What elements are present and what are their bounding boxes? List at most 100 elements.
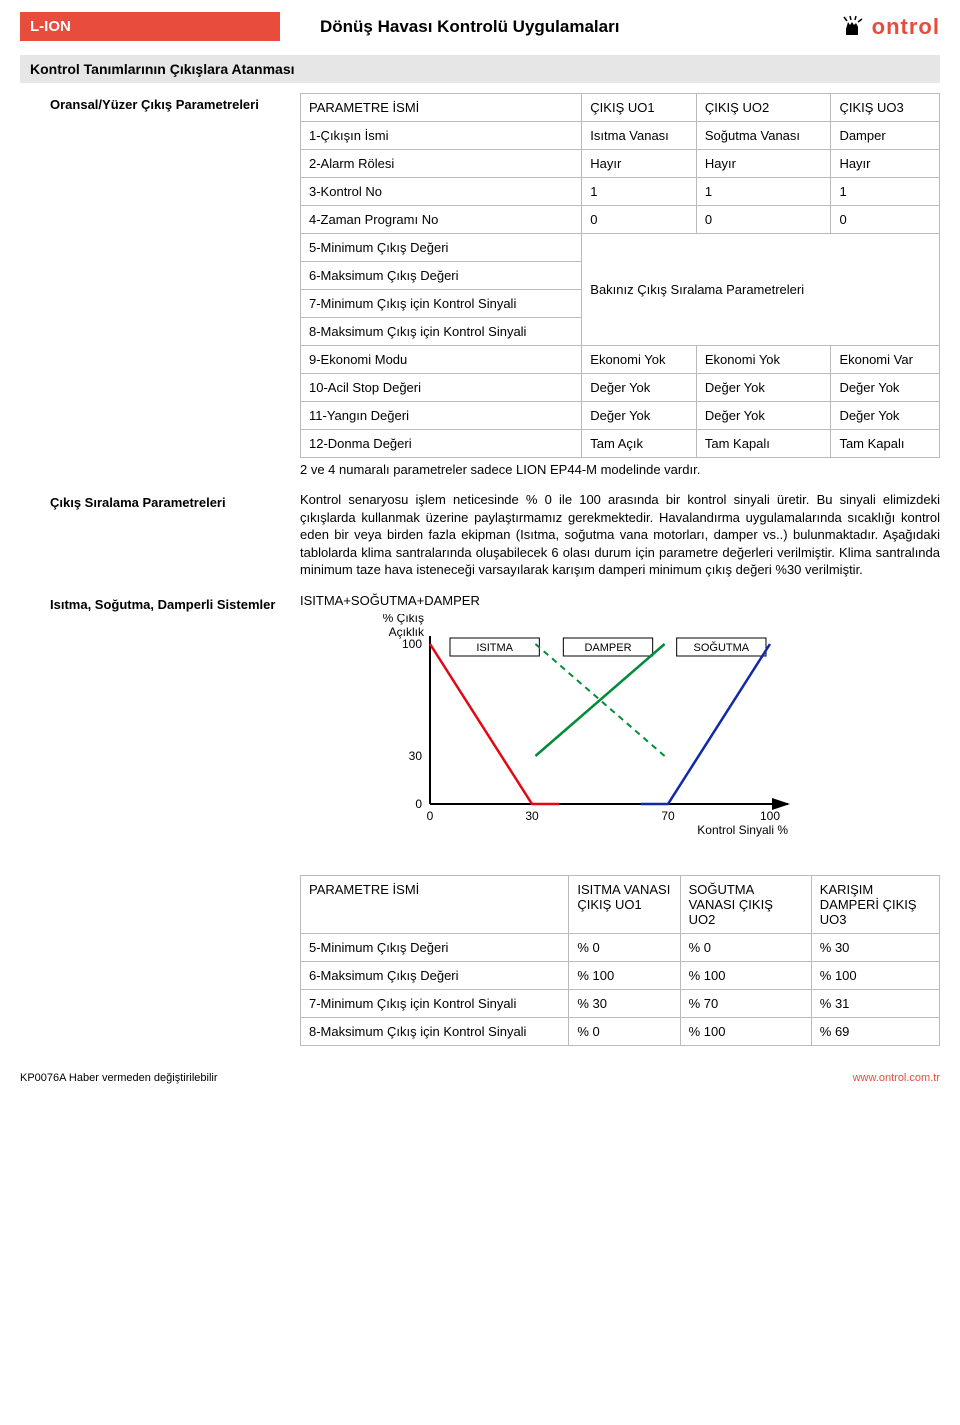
table-row: 8-Maksimum Çıkış için Kontrol Sinyali% 0… xyxy=(301,1017,940,1045)
param-table-2: PARAMETRE İSMİ ISITMA VANASI ÇIKIŞ UO1 S… xyxy=(300,875,940,1046)
table-row: 6-Maksimum Çıkış Değeri% 100% 100% 100 xyxy=(301,961,940,989)
block-oransal: Oransal/Yüzer Çıkış Parametreleri PARAME… xyxy=(20,93,940,477)
svg-text:100: 100 xyxy=(760,809,780,823)
table-row: 10-Acil Stop DeğeriDeğer YokDeğer YokDeğ… xyxy=(301,374,940,402)
cell: 1 xyxy=(582,178,697,206)
cell: Değer Yok xyxy=(831,374,940,402)
svg-text:% Çıkış: % Çıkış xyxy=(383,614,424,625)
block-data: ISITMA+SOĞUTMA+DAMPER 0 30 100 0 30 70 100 % Çı… xyxy=(300,593,940,1046)
cell: % 100 xyxy=(569,961,680,989)
svg-text:0: 0 xyxy=(415,797,422,811)
cell: % 30 xyxy=(811,933,939,961)
table-row: 1-Çıkışın İsmiIsıtma VanasıSoğutma Vanas… xyxy=(301,122,940,150)
table-header: ÇIKIŞ UO3 xyxy=(831,94,940,122)
cell: 11-Yangın Değeri xyxy=(301,402,582,430)
svg-text:70: 70 xyxy=(661,809,675,823)
fist-icon xyxy=(840,15,868,39)
svg-text:Açıklık: Açıklık xyxy=(389,625,425,639)
block-label: Oransal/Yüzer Çıkış Parametreleri xyxy=(20,93,300,477)
cell: Tam Kapalı xyxy=(696,430,831,458)
cell: 6-Maksimum Çıkış Değeri xyxy=(301,262,582,290)
cell: % 100 xyxy=(680,1017,811,1045)
svg-text:100: 100 xyxy=(402,637,422,651)
table-header: ISITMA VANASI ÇIKIŞ UO1 xyxy=(569,875,680,933)
cell: % 0 xyxy=(680,933,811,961)
table-row: 2-Alarm RölesiHayırHayırHayır xyxy=(301,150,940,178)
table-row: 4-Zaman Programı No000 xyxy=(301,206,940,234)
table-header: ÇIKIŞ UO2 xyxy=(696,94,831,122)
svg-text:ISITMA: ISITMA xyxy=(476,642,513,654)
footer-left: KP0076A Haber vermeden değiştirilebilir xyxy=(20,1072,218,1084)
cell: Değer Yok xyxy=(831,402,940,430)
table-header-row: PARAMETRE İSMİ ÇIKIŞ UO1 ÇIKIŞ UO2 ÇIKIŞ… xyxy=(301,94,940,122)
logo-text: ontrol xyxy=(872,14,940,40)
table-header: ÇIKIŞ UO1 xyxy=(582,94,697,122)
cell: Hayır xyxy=(582,150,697,178)
table-row: 7-Minimum Çıkış için Kontrol Sinyali% 30… xyxy=(301,989,940,1017)
table-header: SOĞUTMA VANASI ÇIKIŞ UO2 xyxy=(680,875,811,933)
cell: Soğutma Vanası xyxy=(696,122,831,150)
table-header: PARAMETRE İSMİ xyxy=(301,875,569,933)
svg-text:0: 0 xyxy=(427,809,434,823)
cell: 3-Kontrol No xyxy=(301,178,582,206)
table-header: PARAMETRE İSMİ xyxy=(301,94,582,122)
page-title: Dönüş Havası Kontrolü Uygulamaları xyxy=(320,17,840,37)
svg-text:30: 30 xyxy=(409,749,423,763)
cell: Isıtma Vanası xyxy=(582,122,697,150)
cell: % 30 xyxy=(569,989,680,1017)
cell: % 100 xyxy=(680,961,811,989)
cell: % 0 xyxy=(569,1017,680,1045)
block-sistemler: Isıtma, Soğutma, Damperli Sistemler ISIT… xyxy=(20,593,940,1046)
cell: Değer Yok xyxy=(696,402,831,430)
cell: 1 xyxy=(696,178,831,206)
svg-text:30: 30 xyxy=(525,809,539,823)
param-table-1: PARAMETRE İSMİ ÇIKIŞ UO1 ÇIKIŞ UO2 ÇIKIŞ… xyxy=(300,93,940,458)
cell: Ekonomi Yok xyxy=(582,346,697,374)
cell: Değer Yok xyxy=(582,374,697,402)
table-row: 9-Ekonomi ModuEkonomi YokEkonomi YokEkon… xyxy=(301,346,940,374)
svg-text:DAMPER: DAMPER xyxy=(584,642,631,654)
svg-text:Kontrol Sinyali %: Kontrol Sinyali % xyxy=(697,823,788,837)
table-row: 12-Donma DeğeriTam AçıkTam KapalıTam Kap… xyxy=(301,430,940,458)
table-row: 3-Kontrol No111 xyxy=(301,178,940,206)
footer-right: www.ontrol.com.tr xyxy=(853,1072,940,1084)
cell: 10-Acil Stop Değeri xyxy=(301,374,582,402)
page-header: L-ION Dönüş Havası Kontrolü Uygulamaları… xyxy=(20,12,940,41)
cell: Tam Kapalı xyxy=(831,430,940,458)
cell: % 31 xyxy=(811,989,939,1017)
section-title: Kontrol Tanımlarının Çıkışlara Atanması xyxy=(20,55,940,83)
cell: 7-Minimum Çıkış için Kontrol Sinyali xyxy=(301,290,582,318)
cell: % 70 xyxy=(680,989,811,1017)
cell: 2-Alarm Rölesi xyxy=(301,150,582,178)
cell: 5-Minimum Çıkış Değeri xyxy=(301,234,582,262)
page: L-ION Dönüş Havası Kontrolü Uygulamaları… xyxy=(0,0,960,1068)
merged-cell: Bakınız Çıkış Sıralama Parametreleri xyxy=(582,234,940,346)
brand-logo: ontrol xyxy=(840,14,940,40)
cell: 1 xyxy=(831,178,940,206)
block-data: PARAMETRE İSMİ ÇIKIŞ UO1 ÇIKIŞ UO2 ÇIKIŞ… xyxy=(300,93,940,477)
block-label: Isıtma, Soğutma, Damperli Sistemler xyxy=(20,593,300,1046)
cell: 7-Minimum Çıkış için Kontrol Sinyali xyxy=(301,989,569,1017)
cell: Hayır xyxy=(831,150,940,178)
cell: 8-Maksimum Çıkış için Kontrol Sinyali xyxy=(301,1017,569,1045)
cell: 0 xyxy=(582,206,697,234)
svg-text:SOĞUTMA: SOĞUTMA xyxy=(694,641,750,654)
table-row: 5-Minimum Çıkış Değeri Bakınız Çıkış Sır… xyxy=(301,234,940,262)
cell: 12-Donma Değeri xyxy=(301,430,582,458)
cell: 0 xyxy=(831,206,940,234)
cell: 6-Maksimum Çıkış Değeri xyxy=(301,961,569,989)
cell: 9-Ekonomi Modu xyxy=(301,346,582,374)
cell: % 0 xyxy=(569,933,680,961)
cell: Değer Yok xyxy=(582,402,697,430)
cell: Hayır xyxy=(696,150,831,178)
cell: 8-Maksimum Çıkış için Kontrol Sinyali xyxy=(301,318,582,346)
product-badge: L-ION xyxy=(20,12,280,41)
cell: Değer Yok xyxy=(696,374,831,402)
table-row: 5-Minimum Çıkış Değeri% 0% 0% 30 xyxy=(301,933,940,961)
table-header-row: PARAMETRE İSMİ ISITMA VANASI ÇIKIŞ UO1 S… xyxy=(301,875,940,933)
cell: 5-Minimum Çıkış Değeri xyxy=(301,933,569,961)
cell: 4-Zaman Programı No xyxy=(301,206,582,234)
chart-title: ISITMA+SOĞUTMA+DAMPER xyxy=(300,593,940,608)
sequencing-chart: 0 30 100 0 30 70 100 % ÇıkışAçıklık Kontrol Siny… xyxy=(360,614,800,854)
cell: 0 xyxy=(696,206,831,234)
